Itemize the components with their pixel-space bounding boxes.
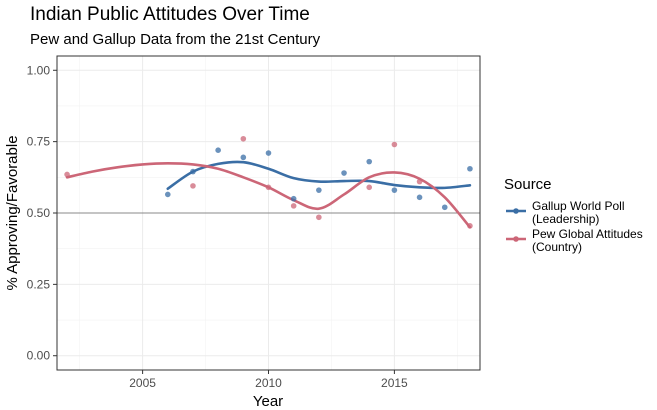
- data-point-series-0: [416, 194, 423, 201]
- x-tick-label: 2015: [381, 376, 408, 390]
- data-point-series-0: [240, 154, 247, 161]
- chart-title: Indian Public Attitudes Over Time: [30, 4, 310, 25]
- data-point-series-1: [190, 183, 196, 189]
- legend-key-point: [513, 236, 519, 242]
- data-point-series-1: [391, 141, 398, 148]
- data-point-series-0: [215, 147, 221, 153]
- data-point-series-1: [467, 223, 473, 229]
- legend-label: Pew Global Attitudes (Country): [532, 227, 643, 254]
- y-tick-label: 0.50: [27, 206, 51, 220]
- smooth-line-series-0: [166, 160, 472, 191]
- data-point-series-0: [467, 165, 473, 172]
- legend-label: Gallup World Poll (Leadership): [532, 199, 624, 226]
- data-point-series-0: [366, 158, 373, 165]
- data-points: [64, 135, 473, 229]
- y-tick-label: 0.75: [27, 135, 51, 149]
- data-point-series-0: [391, 187, 398, 193]
- x-tick-label: 2005: [129, 376, 156, 390]
- x-axis-title: Year: [253, 393, 283, 410]
- data-point-series-0: [190, 168, 196, 175]
- y-axis-ticks: 0.00 0.25 0.50 0.75 1.00: [27, 63, 57, 363]
- legend: Source Gallup World Poll (Leadership)Pew …: [504, 176, 643, 254]
- data-point-series-0: [164, 191, 171, 198]
- y-tick-label: 1.00: [27, 63, 51, 77]
- data-point-series-1: [416, 178, 423, 185]
- x-axis-ticks: 2005 2010 2015: [129, 370, 408, 390]
- legend-key-point: [513, 208, 519, 214]
- y-tick-label: 0.00: [27, 349, 51, 363]
- data-point-series-0: [265, 150, 272, 156]
- data-point-series-1: [265, 184, 272, 191]
- data-point-series-0: [316, 187, 322, 193]
- data-point-series-0: [341, 170, 347, 176]
- data-point-series-0: [441, 204, 448, 211]
- y-axis-title: % Approving/Favorable: [4, 135, 21, 290]
- x-tick-label: 2010: [255, 376, 282, 390]
- data-point-series-0: [290, 195, 297, 202]
- data-point-series-1: [366, 184, 373, 191]
- data-point-series-1: [316, 214, 322, 221]
- data-point-series-1: [64, 171, 70, 178]
- data-point-series-1: [290, 203, 297, 209]
- data-point-series-1: [240, 135, 247, 142]
- chart-subtitle: Pew and Gallup Data from the 21st Centur…: [30, 31, 321, 48]
- y-tick-label: 0.25: [27, 277, 51, 291]
- legend-title: Source: [504, 176, 552, 193]
